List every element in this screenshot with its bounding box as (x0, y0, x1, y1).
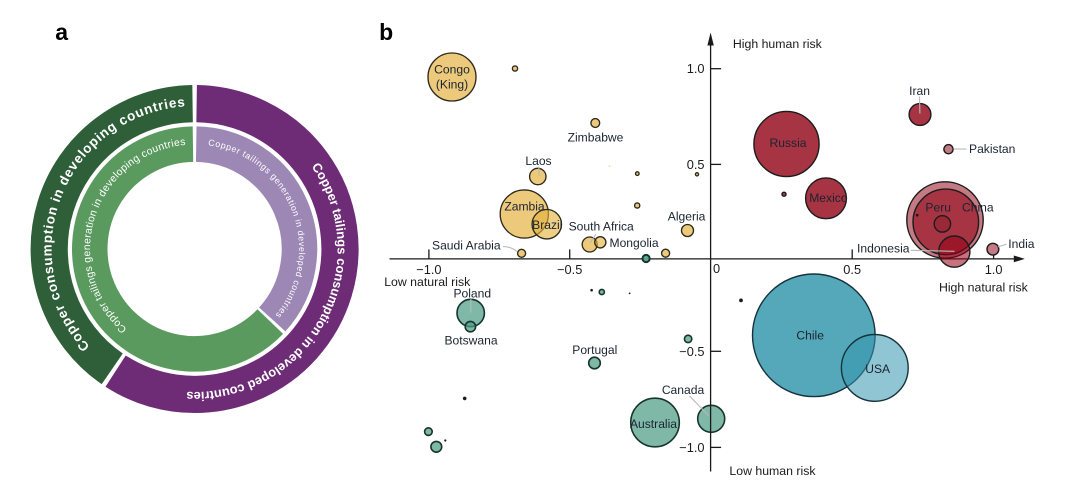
svg-text:−0.5: −0.5 (679, 344, 704, 359)
svg-text:1.0: 1.0 (687, 61, 705, 76)
svg-text:Australia: Australia (630, 417, 677, 431)
svg-text:0.5: 0.5 (843, 262, 861, 277)
svg-text:−0.5: −0.5 (557, 262, 582, 277)
svg-text:Peru: Peru (925, 201, 951, 215)
svg-text:China: China (962, 201, 994, 215)
svg-text:Saudi Arabia: Saudi Arabia (432, 239, 501, 253)
svg-text:Indonesia: Indonesia (857, 241, 910, 255)
svg-text:0.5: 0.5 (687, 157, 705, 172)
svg-text:Laos: Laos (525, 154, 551, 168)
svg-text:Pakistan: Pakistan (969, 142, 1015, 156)
svg-text:0: 0 (713, 261, 720, 276)
svg-text:Chile: Chile (796, 329, 824, 343)
svg-text:−1.0: −1.0 (416, 262, 441, 277)
svg-text:Russia: Russia (770, 136, 807, 150)
svg-text:Low human risk: Low human risk (729, 464, 816, 478)
svg-text:Low natural risk: Low natural risk (384, 275, 471, 289)
svg-text:South Africa: South Africa (569, 220, 634, 234)
svg-text:Mexico: Mexico (809, 191, 848, 205)
svg-text:USA: USA (865, 362, 891, 376)
svg-text:India: India (1008, 237, 1034, 251)
svg-text:Zimbabwe: Zimbabwe (568, 131, 624, 145)
svg-text:Brazil: Brazil (532, 218, 562, 232)
svg-text:Congo: Congo (434, 63, 470, 77)
svg-text:Botswana: Botswana (444, 334, 497, 348)
svg-text:Iran: Iran (909, 84, 930, 98)
svg-text:Mongolia: Mongolia (610, 236, 659, 250)
svg-text:Algeria: Algeria (668, 210, 706, 224)
svg-text:Poland: Poland (453, 287, 491, 301)
svg-text:High natural risk: High natural risk (939, 281, 1029, 295)
svg-text:Zambia: Zambia (504, 200, 545, 214)
svg-text:−1.0: −1.0 (679, 440, 704, 455)
svg-text:Portugal: Portugal (572, 343, 617, 357)
svg-text:b: b (379, 19, 393, 45)
svg-text:High human risk: High human risk (733, 37, 823, 51)
svg-text:(King): (King) (436, 78, 468, 92)
svg-text:Canada: Canada (662, 383, 705, 397)
svg-text:1.0: 1.0 (985, 262, 1003, 277)
svg-text:a: a (55, 19, 68, 45)
